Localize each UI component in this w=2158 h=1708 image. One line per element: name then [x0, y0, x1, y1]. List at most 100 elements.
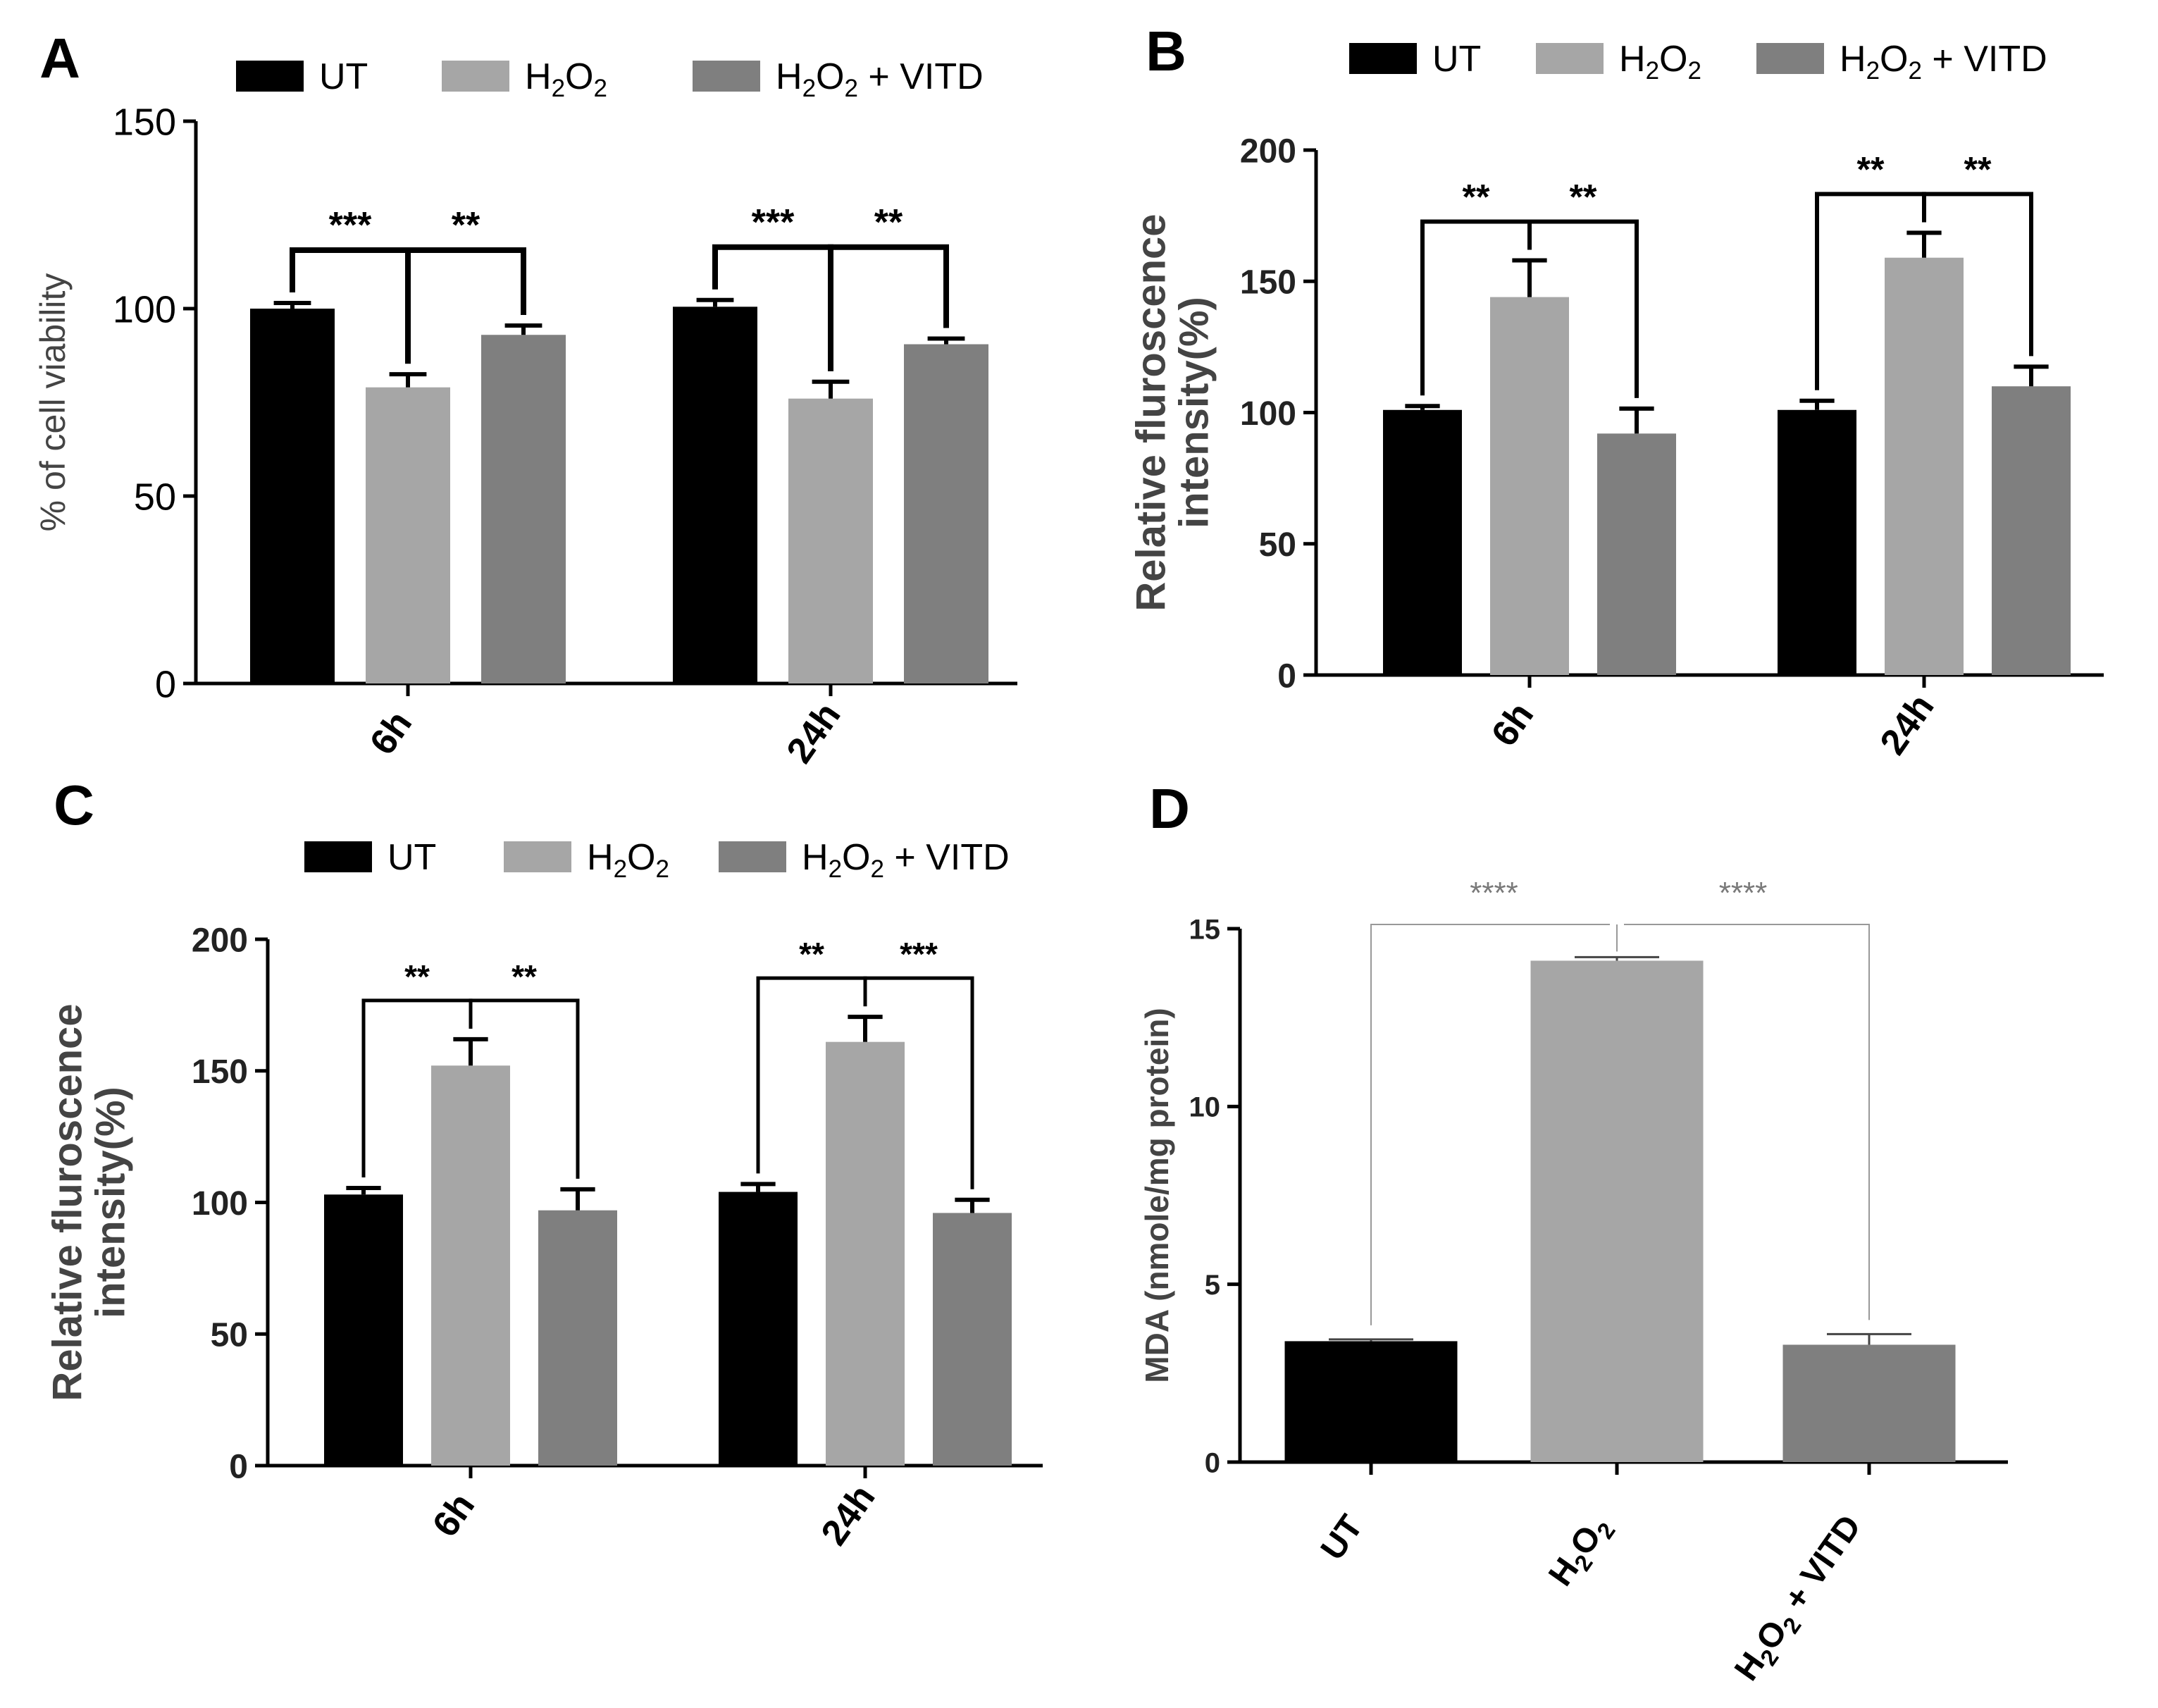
significance-label: **	[799, 936, 824, 972]
y-tick-label: 100	[192, 1185, 248, 1223]
bar	[1284, 1341, 1458, 1462]
legend-swatch	[693, 61, 760, 92]
y-axis-label: MDA (nmole/mg protein)	[1139, 1008, 1175, 1382]
y-tick-label: 5	[1205, 1270, 1220, 1301]
y-tick-label: 100	[1240, 395, 1296, 433]
legend-swatch	[442, 61, 509, 92]
significance-bracket	[1370, 924, 1610, 1325]
legend-label: H2O2 + VITD	[802, 837, 1010, 883]
y-tick-label: 150	[113, 101, 176, 143]
panel-A-letter: A	[39, 27, 80, 89]
bar	[1597, 433, 1676, 675]
bar	[1530, 960, 1704, 1462]
significance-label: ****	[1719, 876, 1768, 910]
y-tick-label: 0	[155, 663, 176, 705]
significance-label: ***	[329, 205, 372, 246]
y-axis-label: intensity(%)	[1171, 297, 1217, 528]
x-tick-label: 6h	[362, 704, 420, 762]
panel-B-letter: B	[1146, 20, 1186, 82]
significance-bracket	[1527, 219, 1639, 398]
bar	[250, 309, 335, 683]
panel-A: A 0 50 100 150 % of cell viability UT H2O2 H2O2 …	[33, 27, 1017, 771]
y-axis-label: % of cell viability	[33, 273, 73, 532]
bar	[1490, 297, 1569, 676]
legend-label: UT	[319, 56, 368, 97]
legend-label: UT	[387, 837, 436, 878]
y-tick-label: 10	[1189, 1092, 1221, 1123]
bar	[324, 1194, 403, 1466]
y-axis-label: intensity(%)	[87, 1087, 133, 1318]
legend-label: H2O2	[587, 837, 669, 883]
y-tick-label: 50	[1259, 526, 1296, 564]
y-tick-label: 50	[134, 476, 176, 518]
bar	[788, 398, 873, 683]
significance-bracket	[1922, 192, 2033, 357]
bar	[719, 1192, 798, 1466]
panel-D-letter: D	[1149, 777, 1190, 840]
legend-swatch	[504, 841, 571, 872]
significance-label: ****	[1470, 876, 1518, 910]
bar	[673, 307, 757, 684]
legend-label: H2O2	[1619, 39, 1701, 85]
x-tick-label: H2O2 + VITD	[1728, 1509, 1873, 1690]
bar	[431, 1065, 510, 1466]
legend-swatch	[1756, 43, 1824, 74]
legend-swatch	[304, 841, 372, 872]
y-tick-label: 0	[1205, 1447, 1220, 1478]
x-tick-label: H2O2	[1542, 1509, 1620, 1595]
legend-swatch	[1536, 43, 1604, 74]
significance-label: **	[1857, 149, 1885, 189]
bar	[1992, 386, 2071, 675]
y-tick-label: 200	[1240, 132, 1296, 170]
bar	[1782, 1344, 1956, 1462]
y-tick-label: 0	[1277, 657, 1296, 695]
bar	[826, 1041, 905, 1466]
bar	[904, 344, 988, 683]
significance-label: **	[874, 202, 903, 243]
legend-label: UT	[1432, 39, 1481, 80]
x-tick-label: 6h	[425, 1486, 483, 1545]
x-tick-label: 24h	[814, 1478, 883, 1553]
significance-bracket	[828, 244, 949, 371]
x-tick-label: 24h	[779, 695, 849, 771]
significance-bracket	[863, 976, 974, 1189]
y-tick-label: 15	[1189, 914, 1221, 945]
significance-label: **	[1964, 149, 1992, 189]
bar	[366, 387, 450, 683]
x-tick-label: 6h	[1484, 695, 1542, 754]
significance-label: ***	[752, 202, 795, 243]
bar	[1885, 257, 1964, 676]
y-axis-label: Relative fluroscence	[45, 1003, 91, 1401]
legend-swatch	[1349, 43, 1417, 74]
x-tick-label: 24h	[1873, 687, 1942, 762]
panel-C-letter: C	[54, 774, 94, 836]
significance-label: **	[452, 205, 480, 246]
significance-label: **	[404, 958, 430, 995]
significance-label: **	[511, 958, 537, 995]
significance-label: **	[1570, 177, 1597, 216]
panel-B: B 0 50 100 150 200 Relative fluroscenceintensi…	[1129, 20, 2104, 762]
significance-bracket	[1624, 924, 1870, 1320]
legend-label: H2O2	[525, 56, 607, 102]
bar	[1778, 409, 1856, 675]
panel-C: C 0 50 100 150 200 Relative fluroscenceintensi…	[45, 774, 1043, 1553]
y-tick-label: 0	[229, 1448, 248, 1485]
y-axis-label: Relative fluroscence	[1129, 214, 1174, 611]
bar	[1383, 409, 1462, 675]
x-tick-label: UT	[1314, 1509, 1370, 1567]
y-tick-label: 150	[192, 1053, 248, 1091]
panel-D: D 0 5 10 15 MDA (nmole/mg protein) UT H2O2 H2O2 …	[1139, 777, 2008, 1690]
legend-swatch	[236, 61, 304, 92]
y-tick-label: 50	[211, 1317, 248, 1354]
legend-label: H2O2 + VITD	[776, 56, 984, 102]
bar	[538, 1210, 617, 1466]
significance-label: ***	[900, 936, 938, 972]
bar	[933, 1213, 1012, 1466]
y-tick-label: 150	[1240, 264, 1296, 302]
significance-label: **	[1463, 177, 1490, 216]
significance-bracket	[469, 998, 580, 1179]
legend-label: H2O2 + VITD	[1840, 39, 2047, 85]
bar	[481, 335, 566, 683]
y-tick-label: 100	[113, 288, 176, 330]
